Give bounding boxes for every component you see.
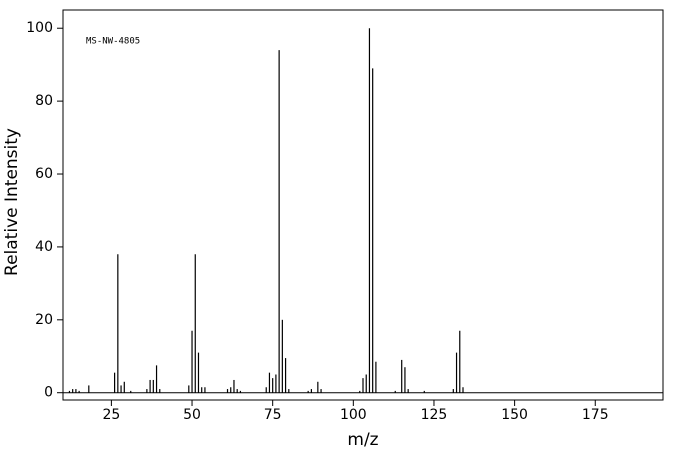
x-tick-label: 175 (582, 407, 609, 423)
y-tick-label: 60 (35, 166, 53, 182)
x-tick-label: 25 (102, 407, 120, 423)
y-tick-label: 80 (35, 93, 53, 109)
x-axis-label: m/z (347, 430, 378, 450)
y-axis-label: Relative Intensity (2, 128, 22, 276)
y-tick-label: 20 (35, 312, 53, 328)
x-tick-label: 100 (340, 407, 367, 423)
x-tick-label: 50 (183, 407, 201, 423)
y-tick-label: 40 (35, 239, 53, 255)
y-tick-label: 0 (44, 385, 53, 401)
x-tick-label: 75 (264, 407, 282, 423)
x-tick-label: 125 (421, 407, 448, 423)
plot-frame (62, 9, 664, 401)
y-tick-label: 100 (26, 20, 53, 36)
x-tick-label: 150 (501, 407, 528, 423)
annotation: MS-NW-4805 (86, 37, 140, 47)
